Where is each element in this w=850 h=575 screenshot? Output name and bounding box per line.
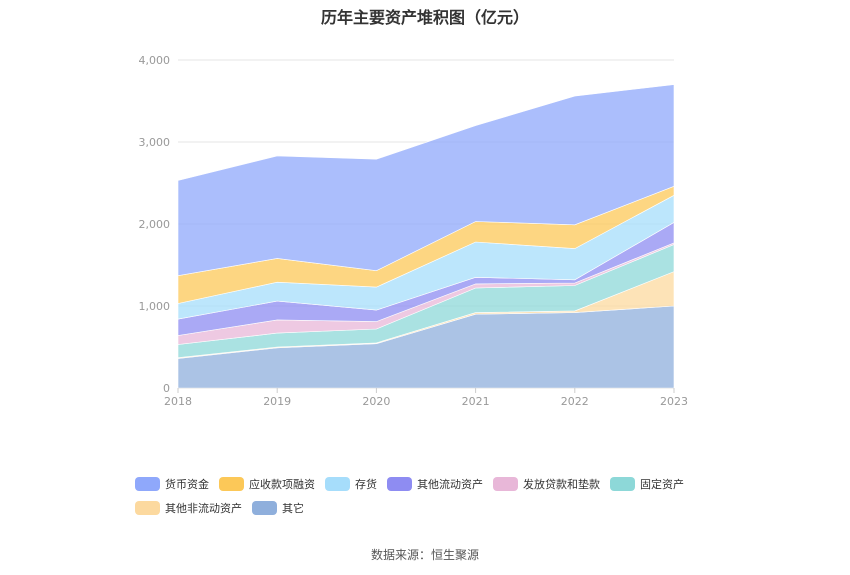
legend-swatch — [135, 501, 160, 515]
legend-swatch — [135, 477, 160, 491]
chart-plot: 0 1,000 2,000 3,000 4,000 2018 2019 2020 2021 202… — [139, 54, 689, 408]
legend-label: 应收款项融资 — [249, 478, 315, 491]
legend: 货币资金 应收款项融资 存货 其他流动资产 发放贷款和垫款 固定资产其他非流动资产 其它 — [135, 472, 735, 520]
legend-item[interactable]: 固定资产 — [610, 472, 684, 496]
x-tick-label: 2023 — [660, 395, 688, 408]
legend-label: 发放贷款和垫款 — [523, 478, 600, 491]
legend-label: 固定资产 — [640, 478, 684, 491]
y-tick-label: 3,000 — [139, 136, 171, 149]
legend-item[interactable]: 存货 — [325, 472, 377, 496]
x-tick-label: 2019 — [263, 395, 291, 408]
legend-label: 其它 — [282, 502, 304, 515]
source-note: 数据来源：恒生聚源 — [370, 548, 479, 562]
legend-item[interactable]: 货币资金 — [135, 472, 209, 496]
y-tick-label: 1,000 — [139, 300, 171, 313]
legend-item[interactable]: 其它 — [252, 496, 304, 520]
y-tick-label: 2,000 — [139, 218, 171, 231]
legend-item[interactable]: 应收款项融资 — [219, 472, 315, 496]
x-tick-label: 2022 — [561, 395, 589, 408]
legend-item[interactable]: 其他非流动资产 — [135, 496, 242, 520]
legend-item[interactable]: 其他流动资产 — [387, 472, 483, 496]
legend-swatch — [219, 477, 244, 491]
legend-swatch — [387, 477, 412, 491]
legend-item[interactable]: 发放贷款和垫款 — [493, 472, 600, 496]
chart-title: 历年主要资产堆积图（亿元） — [320, 8, 529, 27]
area-layer — [177, 84, 675, 389]
x-tick-label: 2018 — [164, 395, 192, 408]
legend-swatch — [252, 501, 277, 515]
legend-label: 货币资金 — [165, 478, 209, 491]
legend-label: 其他非流动资产 — [165, 502, 242, 515]
x-tick-label: 2021 — [462, 395, 490, 408]
area-series-货币资金 — [177, 84, 675, 277]
legend-label: 存货 — [355, 478, 377, 491]
legend-swatch — [325, 477, 350, 491]
axis-layer: 0 1,000 2,000 3,000 4,000 2018 2019 2020 2021 202… — [139, 54, 689, 408]
y-tick-label: 4,000 — [139, 54, 171, 67]
legend-swatch — [610, 477, 635, 491]
legend-swatch — [493, 477, 518, 491]
y-tick-label: 0 — [163, 382, 170, 395]
legend-label: 其他流动资产 — [417, 478, 483, 491]
x-tick-label: 2020 — [362, 395, 390, 408]
